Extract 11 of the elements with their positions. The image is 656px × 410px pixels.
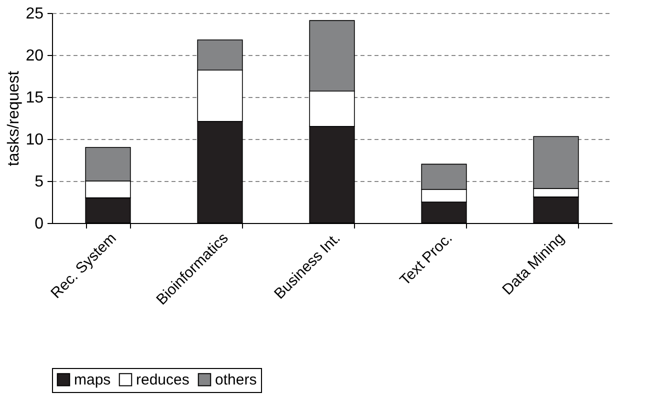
y-tick-label: 15 [26, 90, 44, 106]
y-axis-title: tasks/request [6, 70, 23, 166]
y-tick-label: 0 [34, 216, 44, 232]
y-tick-label: 5 [34, 174, 44, 190]
legend-label: reduces [136, 372, 190, 389]
y-tick-label: 25 [26, 6, 44, 22]
legend-label: maps [74, 372, 111, 389]
y-tick-label: 10 [26, 132, 44, 148]
legend-label: others [215, 372, 257, 389]
y-tick-label: 20 [26, 48, 44, 64]
x-tick-label: Text Proc. [396, 230, 456, 289]
